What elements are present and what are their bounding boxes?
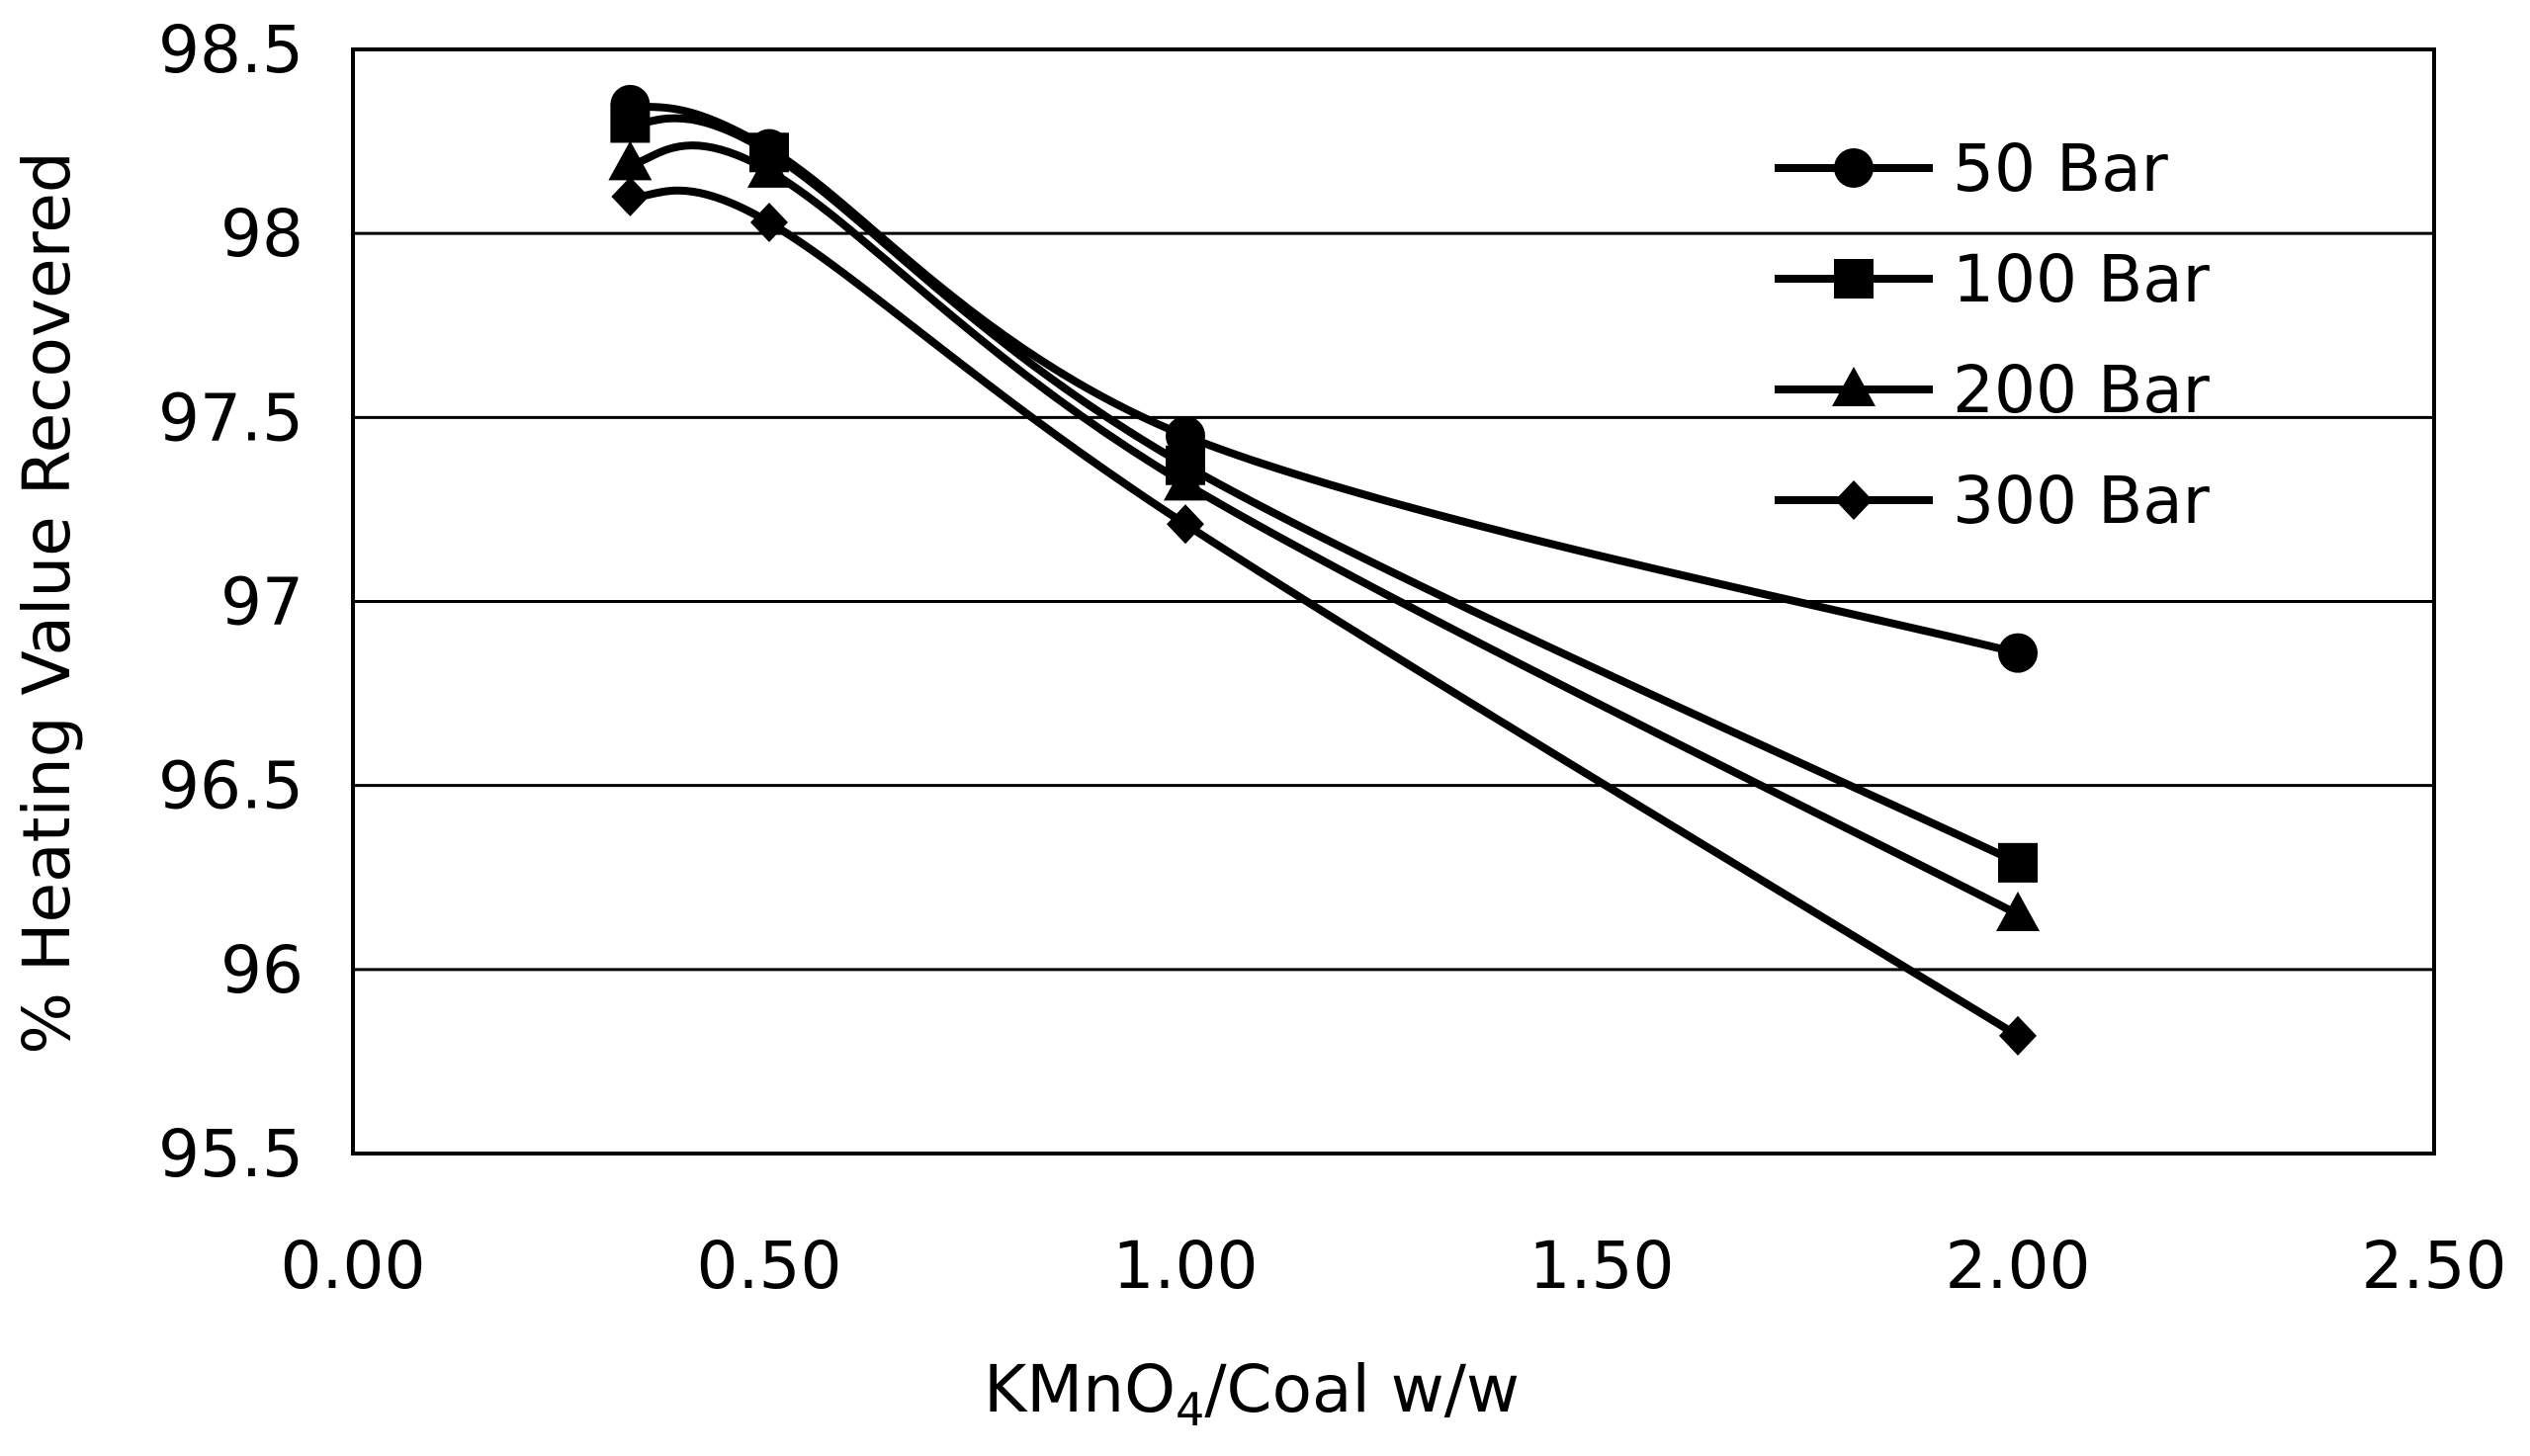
legend-marker <box>1834 148 1874 188</box>
data-point-200-bar <box>1996 891 2040 931</box>
y-tick-label: 97 <box>220 564 304 641</box>
data-point-100-bar <box>610 103 651 143</box>
plot-area-frame <box>351 47 2436 1156</box>
x-axis-label-main: KMnO <box>984 1351 1176 1427</box>
legend-label: 200 Bar <box>1953 352 2211 428</box>
x-axis-label-tail: /Coal w/w <box>1204 1351 1520 1427</box>
x-tick-label: 2.50 <box>2362 1228 2507 1304</box>
x-tick-label: 1.00 <box>1113 1228 1259 1304</box>
series-50-bar <box>610 84 2038 673</box>
data-point-50-bar <box>1998 633 2038 673</box>
legend-label: 50 Bar <box>1953 130 2169 207</box>
x-tick-label: 2.00 <box>1946 1228 2091 1304</box>
data-point-300-bar <box>1167 504 1204 545</box>
series-line-300-bar <box>626 186 2022 1040</box>
y-tick-label: 95.5 <box>158 1116 304 1192</box>
legend-marker <box>1832 367 1876 406</box>
legend-item-50-bar: 50 Bar <box>1775 130 2169 207</box>
x-axis-label: KMnO4/Coal w/w <box>984 1351 1520 1436</box>
series-100-bar <box>610 103 2038 883</box>
data-point-200-bar <box>1164 461 1207 501</box>
y-tick-label: 98.5 <box>158 12 304 88</box>
legend-marker <box>1835 480 1873 520</box>
data-series <box>608 84 2040 1056</box>
x-tick-label: 1.50 <box>1529 1228 1675 1304</box>
legend-item-100-bar: 100 Bar <box>1775 241 2211 317</box>
legend-marker <box>1834 259 1874 299</box>
legend: 50 Bar 100 Bar 200 Bar 300 Bar <box>1775 130 2211 539</box>
data-point-300-bar <box>750 202 788 242</box>
y-axis-label: % Heating Value Recovered <box>9 151 85 1055</box>
series-line-200-bar <box>626 141 2022 918</box>
data-point-300-bar <box>611 176 650 216</box>
legend-label: 300 Bar <box>1953 463 2211 539</box>
y-tick-label: 97.5 <box>158 380 304 456</box>
x-axis-label-subscript: 4 <box>1176 1383 1204 1436</box>
data-point-200-bar <box>608 140 653 181</box>
y-tick-label: 96.5 <box>158 748 304 824</box>
data-point-200-bar <box>747 147 791 188</box>
y-tick-label: 96 <box>220 932 304 1008</box>
series-line-100-bar <box>626 114 2022 867</box>
legend-item-300-bar: 300 Bar <box>1775 463 2211 539</box>
x-axis-tick-labels: 0.00 0.50 1.00 1.50 2.00 2.50 <box>281 1228 2507 1304</box>
x-tick-label: 0.50 <box>697 1228 842 1304</box>
data-point-100-bar <box>1998 842 2038 883</box>
y-axis-tick-labels: 95.5 96 96.5 97 97.5 98 98.5 <box>158 12 304 1192</box>
series-200-bar <box>608 140 2040 931</box>
series-line-50-bar <box>626 100 2022 657</box>
legend-label: 100 Bar <box>1953 241 2211 317</box>
legend-item-200-bar: 200 Bar <box>1775 352 2211 428</box>
data-point-300-bar <box>1999 1015 2037 1056</box>
x-tick-label: 0.00 <box>281 1228 426 1304</box>
series-300-bar <box>611 176 2037 1056</box>
y-tick-label: 98 <box>220 196 304 272</box>
